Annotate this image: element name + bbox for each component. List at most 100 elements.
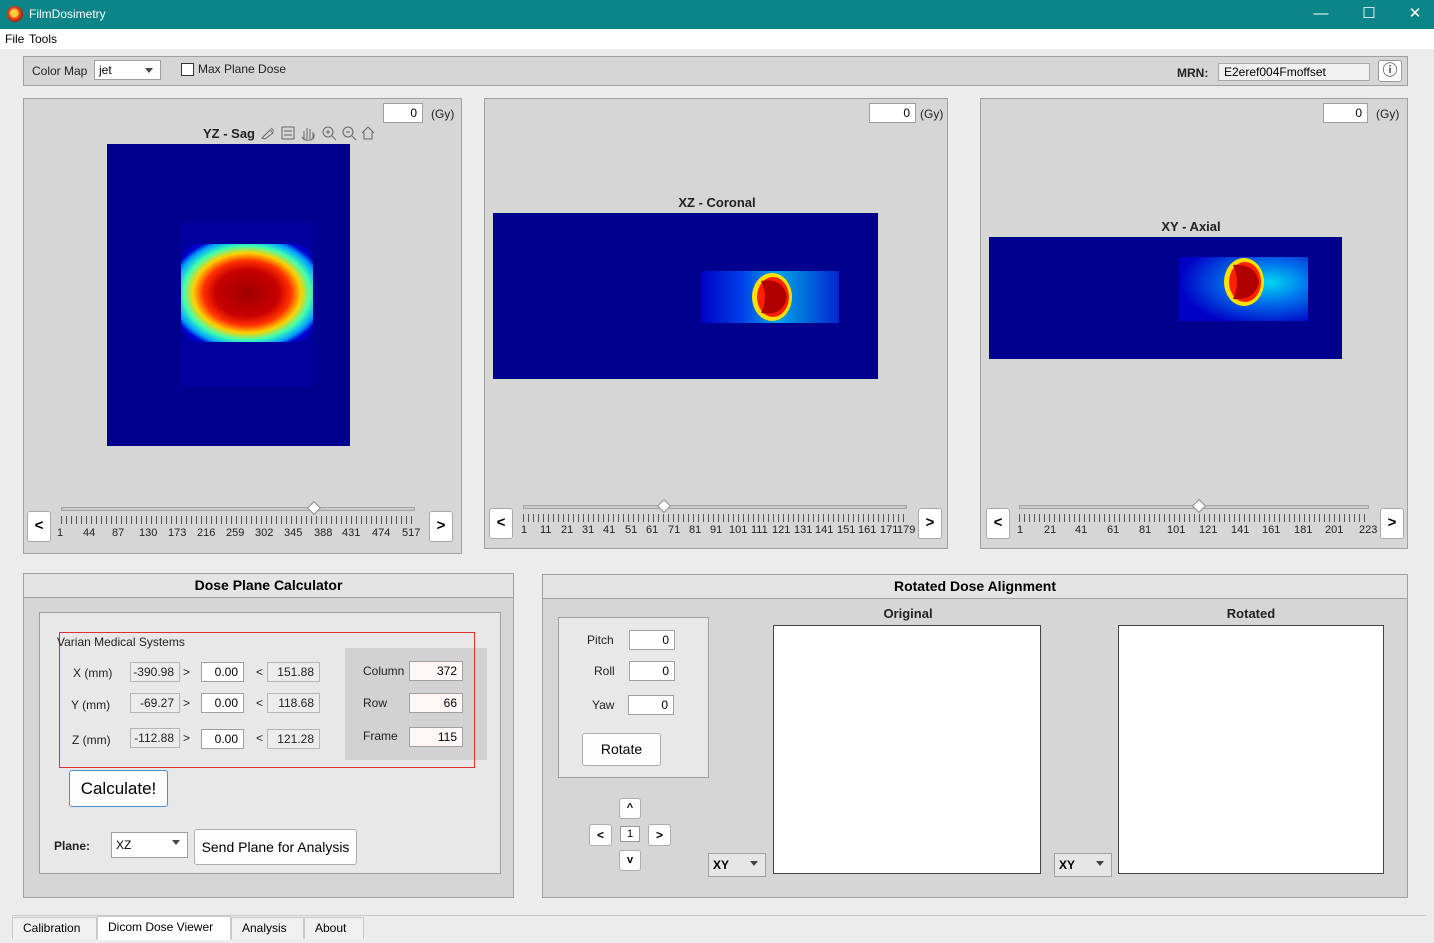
tick-label: 51 <box>625 524 638 536</box>
tab-analysis[interactable]: Analysis <box>231 917 304 939</box>
sagittal-slider-thumb[interactable] <box>306 500 322 516</box>
step-right-button[interactable]: > <box>648 824 671 846</box>
tick-label: 431 <box>342 527 361 539</box>
zoom-out-icon[interactable] <box>342 126 357 141</box>
rotated-plot-area[interactable] <box>1118 625 1384 874</box>
sagittal-slider-ticks <box>61 516 415 524</box>
x-value-input[interactable]: 0.00 <box>201 662 244 682</box>
tick-label: 71 <box>668 524 681 536</box>
tab-calibration[interactable]: Calibration <box>12 917 97 939</box>
minimize-button[interactable]: — <box>1313 5 1329 22</box>
plane-label: Plane: <box>54 839 91 853</box>
pan-hand-icon[interactable] <box>301 128 315 141</box>
menu-file[interactable]: File <box>5 32 25 46</box>
coronal-prev-button[interactable]: < <box>489 508 513 539</box>
maximize-button[interactable]: ☐ <box>1362 5 1376 22</box>
z-value-input[interactable]: 0.00 <box>201 729 244 749</box>
info-button[interactable]: ⓘ <box>1378 60 1402 82</box>
column-label: Column <box>363 664 405 678</box>
yaw-input[interactable]: 0 <box>628 695 674 715</box>
zoom-in-icon[interactable] <box>322 126 337 141</box>
sagittal-plot-title: YZ - Sag <box>202 126 255 141</box>
sagittal-slider-track[interactable] <box>61 507 415 511</box>
z-min-field: -112.88 <box>130 728 180 748</box>
axial-dose-image[interactable] <box>989 237 1342 359</box>
rotation-panel: Pitch 0 Roll 0 Yaw 0 Rotate <box>558 617 709 778</box>
menu-tools[interactable]: Tools <box>29 32 58 46</box>
tick-label: 141 <box>815 524 834 536</box>
rotated-title: Rotated Dose Alignment <box>543 575 1407 599</box>
original-plot-area[interactable] <box>773 625 1041 874</box>
title-bar: FilmDosimetry — ☐ ✕ <box>0 0 1434 29</box>
row-input[interactable]: 66 <box>409 693 463 713</box>
max-plane-checkbox[interactable] <box>181 63 194 76</box>
view-panel-sagittal: 0 (Gy) YZ - Sag 1 44 87 <box>23 98 462 554</box>
highlight-box <box>59 632 475 768</box>
calculate-button[interactable]: Calculate! <box>69 770 168 807</box>
max-plane-label: Max Plane Dose <box>198 62 287 76</box>
step-left-button[interactable]: < <box>589 824 612 846</box>
coronal-dose-input[interactable]: 0 <box>869 103 916 123</box>
tick-label: 41 <box>603 524 616 536</box>
y-min-field: -69.27 <box>130 693 180 713</box>
sagittal-next-button[interactable]: > <box>429 511 453 542</box>
tick-label: 21 <box>1044 524 1057 536</box>
tick-label: 1 <box>57 527 64 539</box>
x-max-field: 151.88 <box>267 662 320 682</box>
plane-dropdown[interactable]: XZ <box>111 832 188 858</box>
tick-label: 345 <box>284 527 303 539</box>
coronal-dose-unit: (Gy) <box>920 107 944 121</box>
axial-dose-unit: (Gy) <box>1376 107 1400 121</box>
tick-label: 1 <box>521 524 528 536</box>
roll-input[interactable]: 0 <box>629 661 675 681</box>
sagittal-dose-input[interactable]: 0 <box>383 103 423 123</box>
calculator-inner-panel: Varian Medical Systems X (mm) -390.98 > … <box>39 612 501 874</box>
tick-label: 474 <box>372 527 391 539</box>
tick-label: 21 <box>561 524 574 536</box>
tab-strip-line <box>12 915 1426 916</box>
coronal-slider-thumb[interactable] <box>656 498 672 514</box>
frame-input[interactable]: 115 <box>409 727 463 747</box>
tick-label: 141 <box>1231 524 1250 536</box>
brush-icon[interactable] <box>261 127 275 140</box>
tab-dicom-dose-viewer[interactable]: Dicom Dose Viewer <box>97 916 231 940</box>
calculator-title: Dose Plane Calculator <box>24 574 513 598</box>
sagittal-dose-image[interactable] <box>107 144 350 446</box>
axial-slider-thumb[interactable] <box>1191 498 1207 514</box>
coronal-next-button[interactable]: > <box>918 508 942 539</box>
axial-prev-button[interactable]: < <box>986 508 1010 539</box>
rotate-button[interactable]: Rotate <box>582 733 661 766</box>
pitch-label: Pitch <box>587 633 614 647</box>
rotated-plane-dropdown[interactable]: XY <box>1054 853 1112 877</box>
coronal-slider-track[interactable] <box>523 505 907 509</box>
coronal-tick-labels: 1 11 21 31 41 51 61 71 81 91 101 111 121… <box>485 524 949 538</box>
axial-next-button[interactable]: > <box>1380 508 1404 539</box>
tick-label: 171 <box>880 524 899 536</box>
tick-label: 151 <box>837 524 856 536</box>
tab-about[interactable]: About <box>304 917 364 939</box>
mrn-field[interactable]: E2eref004Fmoffset <box>1218 63 1370 81</box>
x-gt-label: > <box>183 665 191 679</box>
axial-dose-input[interactable]: 0 <box>1323 103 1368 123</box>
sagittal-tick-labels: 1 44 87 130 173 216 259 302 345 388 431 … <box>24 527 463 541</box>
close-button[interactable]: ✕ <box>1408 5 1422 22</box>
step-down-button[interactable]: v <box>619 850 641 871</box>
legend-icon[interactable] <box>281 126 295 140</box>
column-input[interactable]: 372 <box>409 661 463 681</box>
step-up-button[interactable]: ^ <box>619 798 641 819</box>
y-value-input[interactable]: 0.00 <box>201 693 244 713</box>
tick-label: 388 <box>314 527 333 539</box>
pitch-input[interactable]: 0 <box>629 630 675 650</box>
tick-label: 101 <box>1167 524 1186 536</box>
send-plane-button[interactable]: Send Plane for Analysis <box>194 829 357 865</box>
coronal-plot-title: XZ - Coronal <box>678 195 756 210</box>
tick-label: 91 <box>710 524 723 536</box>
home-icon[interactable] <box>361 126 375 140</box>
sagittal-prev-button[interactable]: < <box>27 511 51 542</box>
coronal-dose-image[interactable] <box>493 213 878 379</box>
colormap-dropdown[interactable]: jet <box>94 60 161 80</box>
tick-label: 87 <box>112 527 125 539</box>
rotated-dose-panel: Rotated Dose Alignment Pitch 0 Roll 0 Ya… <box>542 574 1408 898</box>
original-plane-dropdown[interactable]: XY <box>708 853 766 877</box>
step-size-field[interactable]: 1 <box>620 826 640 842</box>
